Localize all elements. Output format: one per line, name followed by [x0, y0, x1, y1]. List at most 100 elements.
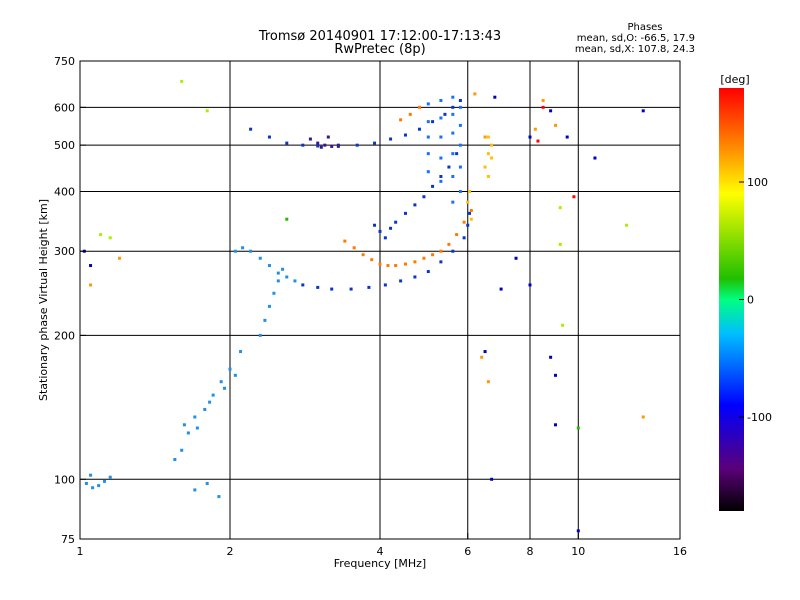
data-point — [276, 279, 280, 283]
data-point — [439, 99, 443, 103]
data-point — [493, 95, 497, 99]
data-point — [383, 283, 387, 287]
data-point — [417, 105, 421, 109]
data-point — [217, 495, 221, 499]
data-point — [219, 380, 223, 384]
data-point — [399, 118, 403, 122]
data-point — [439, 174, 443, 178]
data-point — [426, 102, 430, 106]
data-point — [103, 479, 107, 483]
colorbar-tick-label: -100 — [747, 411, 772, 424]
data-point — [466, 223, 470, 227]
data-point — [422, 195, 426, 199]
x-tick-label: 2 — [227, 545, 234, 558]
data-point — [417, 127, 421, 131]
data-point — [451, 105, 455, 109]
data-point — [323, 143, 327, 147]
data-point — [276, 271, 280, 275]
data-point — [205, 481, 209, 485]
data-point — [473, 92, 477, 96]
data-point — [486, 135, 490, 139]
data-point — [426, 270, 430, 274]
data-point — [431, 184, 435, 188]
data-point — [316, 144, 320, 148]
data-point — [483, 350, 487, 354]
legend-heading: Phases — [627, 22, 662, 33]
data-point — [403, 211, 407, 215]
data-point — [439, 179, 443, 183]
data-point — [486, 152, 490, 156]
data-point — [386, 264, 390, 268]
data-point — [486, 174, 490, 178]
data-point — [239, 350, 243, 354]
data-point — [182, 423, 186, 427]
data-point — [451, 200, 455, 204]
data-point — [180, 79, 184, 83]
data-point — [330, 287, 334, 291]
y-tick-label: 400 — [54, 185, 75, 198]
data-point — [536, 139, 540, 143]
data-point — [89, 264, 93, 268]
x-tick-label: 16 — [673, 545, 687, 558]
data-point — [413, 275, 417, 279]
data-point — [301, 283, 305, 287]
data-point — [316, 141, 320, 145]
data-point — [91, 486, 95, 490]
data-point — [285, 141, 289, 145]
data-point — [97, 484, 101, 488]
data-point — [211, 393, 215, 397]
x-tick-label: 8 — [527, 545, 534, 558]
data-point — [326, 135, 330, 139]
y-tick-label: 750 — [54, 55, 75, 68]
data-point — [455, 152, 459, 156]
data-point — [99, 233, 103, 237]
colorbar-ticks: 100 0 -100 — [739, 176, 772, 424]
chart-title: Tromsø 20140901 17:12:00-17:13:43 — [258, 29, 501, 44]
data-point — [193, 415, 197, 419]
data-point — [593, 156, 597, 160]
data-point — [180, 448, 184, 452]
data-point — [413, 203, 417, 207]
data-point — [541, 105, 545, 109]
data-point — [447, 165, 451, 169]
data-point — [258, 256, 262, 260]
data-point — [469, 217, 473, 221]
y-tick-label: 600 — [54, 101, 75, 114]
data-point — [281, 267, 285, 271]
colorbar-tick-label: 100 — [747, 176, 768, 189]
data-point — [89, 473, 93, 477]
data-point — [439, 156, 443, 160]
data-point — [451, 131, 455, 135]
data-point — [249, 249, 253, 253]
colorbar-tick-label: 0 — [747, 294, 754, 307]
data-point — [490, 143, 494, 147]
data-point — [203, 407, 207, 411]
data-point — [565, 135, 569, 139]
data-point — [514, 256, 518, 260]
data-point — [439, 135, 443, 139]
data-point — [373, 223, 377, 227]
data-point — [267, 264, 271, 268]
data-point — [439, 260, 443, 264]
data-point — [413, 260, 417, 264]
data-point — [541, 99, 545, 103]
data-point — [399, 279, 403, 283]
data-point — [89, 283, 93, 287]
data-point — [394, 220, 398, 224]
x-tick-label: 6 — [464, 545, 471, 558]
grid-lines — [80, 61, 680, 539]
data-point — [373, 141, 377, 145]
data-point — [349, 287, 353, 291]
data-point — [462, 236, 466, 240]
scatter-points — [82, 79, 645, 533]
data-point — [468, 211, 472, 215]
data-point — [553, 373, 557, 377]
x-tick-label: 4 — [377, 545, 384, 558]
data-point — [528, 135, 532, 139]
data-point — [426, 152, 430, 156]
data-point — [641, 109, 645, 113]
x-tick-label: 10 — [571, 545, 585, 558]
data-point — [451, 152, 455, 156]
data-point — [549, 109, 553, 113]
data-point — [490, 477, 494, 481]
